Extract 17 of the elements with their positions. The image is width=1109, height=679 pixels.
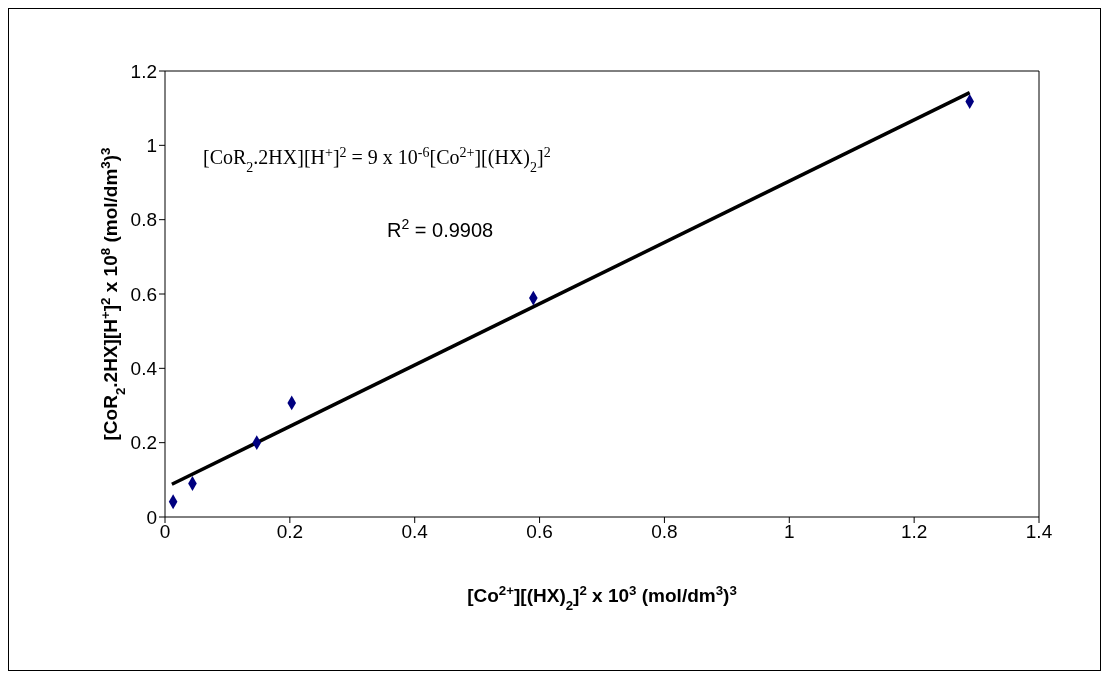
x-tick-label: 0.4 [401, 521, 429, 543]
annotation: R$^{2}$ = 0.9908 [387, 216, 494, 241]
y-tick-label: 0.6 [130, 283, 157, 305]
x-tick-label: 1 [784, 521, 795, 543]
y-tick-label: 0.4 [130, 358, 158, 380]
y-tick-label: 1 [146, 135, 157, 157]
y-tick-label: 1.2 [130, 60, 157, 82]
x-tick-label: 0.8 [651, 521, 678, 543]
y-tick-label: 0 [146, 506, 157, 528]
text: [Co$^{2+}$][(HX)$_{2}$]$^{2}$ x 10$^{3}$ (mol/dm$^{3}$)$^{3}$ [467, 582, 737, 613]
x-tick-label: 0.6 [526, 521, 553, 543]
x-tick-label: 1.2 [900, 521, 928, 543]
x-tick-label: 0.2 [276, 521, 304, 543]
y-tick-label: 0.8 [130, 209, 157, 231]
text: [CoR$_{2}$.2HX][H$^{+}$]$^{2}$ = 9 x 10$^{-6}$[Co$^{2+}$][(HX)$_{2}$]$^{2}$ [203, 144, 551, 175]
y-tick-label: 0.2 [130, 432, 157, 454]
x-tick-label: 1.4 [1025, 521, 1053, 543]
